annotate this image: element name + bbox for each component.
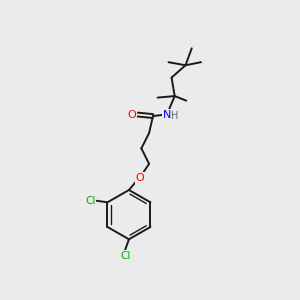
Text: O: O <box>135 173 144 183</box>
Text: N: N <box>163 110 171 119</box>
Text: H: H <box>171 111 178 121</box>
Text: O: O <box>128 110 136 119</box>
Text: Cl: Cl <box>120 251 130 261</box>
Text: Cl: Cl <box>85 196 96 206</box>
